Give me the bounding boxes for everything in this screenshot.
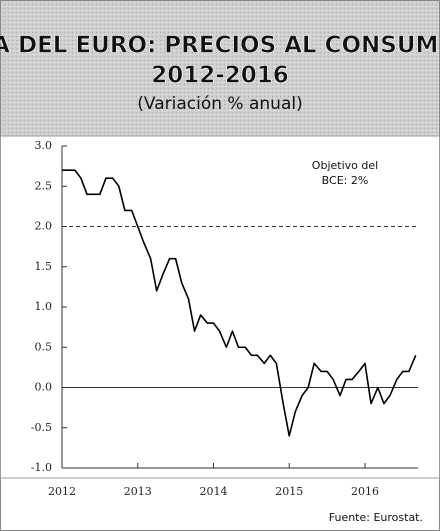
y-tick-label: 1.5 [35, 260, 53, 273]
x-tick-label: 2014 [199, 485, 227, 498]
header-bg [1, 1, 439, 136]
chart-subtitle: (Variación % anual) [137, 94, 302, 114]
y-tick-label: 0.5 [35, 340, 53, 353]
line-series [62, 169, 417, 437]
y-tick-label: -0.5 [31, 421, 52, 434]
y-tick-label: 1.0 [35, 300, 53, 313]
annotation-line: Objetivo del [312, 159, 378, 172]
chart-title: 2012-2016 [151, 63, 289, 89]
y-tick-label: 0.0 [35, 381, 53, 394]
annotation: Objetivo del BCE: 2% [312, 159, 378, 187]
chart-title: ZONA DEL EURO: PRECIOS AL CONSUMIDOR [0, 33, 440, 59]
x-tick-label: 2012 [48, 485, 76, 498]
x-tick-label: 2015 [275, 485, 303, 498]
x-tick-label: 2013 [124, 485, 152, 498]
x-tick-label: 2016 [351, 485, 379, 498]
y-tick-label: 2.0 [35, 220, 53, 233]
y-tick-label: -1.0 [31, 461, 52, 474]
annotation-line: BCE: 2% [322, 174, 369, 187]
y-tick-label: 3.0 [35, 139, 53, 152]
y-tick-label: 2.5 [35, 179, 53, 192]
source: Fuente: Eurostat. [329, 511, 423, 524]
